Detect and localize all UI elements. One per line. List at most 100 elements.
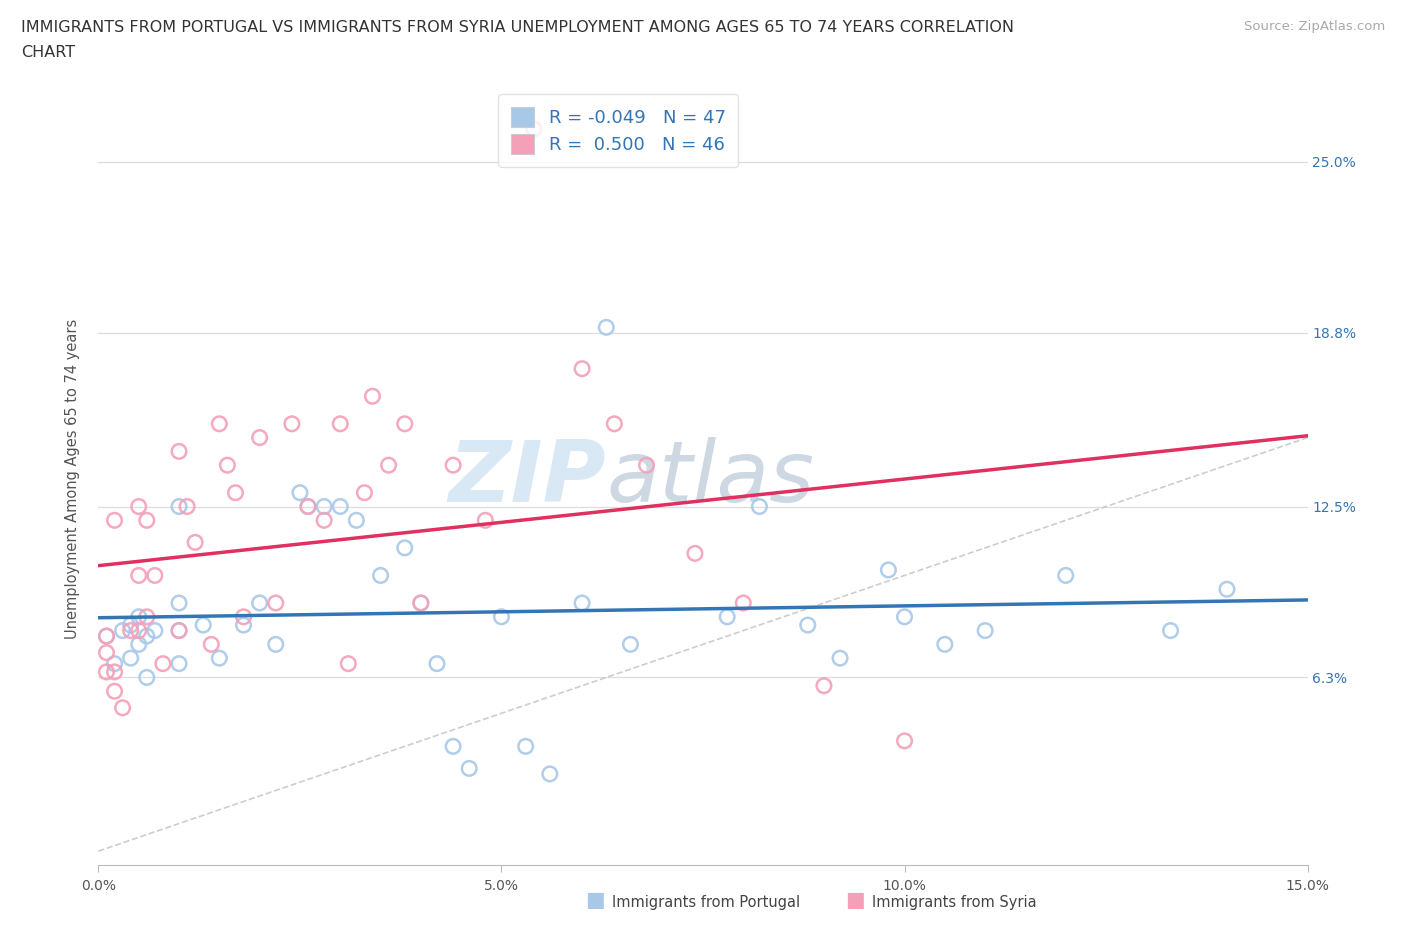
Point — [264, 637, 287, 652]
Point — [249, 431, 271, 445]
Point — [813, 678, 835, 693]
Point — [167, 595, 190, 610]
Point — [128, 637, 150, 652]
Point — [877, 563, 900, 578]
Point — [184, 535, 207, 550]
Point — [297, 499, 319, 514]
Point — [344, 512, 367, 527]
Point — [329, 417, 352, 432]
Point — [120, 618, 142, 632]
Point — [934, 637, 956, 652]
Point — [208, 417, 231, 432]
Point — [893, 734, 915, 749]
Point — [103, 512, 125, 527]
Point — [1216, 582, 1239, 597]
Point — [217, 458, 239, 472]
Point — [297, 499, 319, 514]
Point — [394, 417, 416, 432]
Point — [377, 458, 399, 472]
Point — [370, 568, 392, 583]
Point — [893, 609, 915, 624]
Point — [143, 623, 166, 638]
Point — [232, 618, 254, 632]
Point — [152, 657, 174, 671]
Point — [208, 651, 231, 666]
Point — [224, 485, 246, 500]
Point — [426, 657, 449, 671]
Point — [538, 766, 561, 781]
Y-axis label: Unemployment Among Ages 65 to 74 years: Unemployment Among Ages 65 to 74 years — [65, 319, 80, 639]
Point — [458, 761, 481, 776]
Point — [441, 739, 464, 754]
Point — [167, 623, 190, 638]
Point — [120, 623, 142, 638]
Point — [103, 657, 125, 671]
Point — [1160, 623, 1182, 638]
Point — [571, 595, 593, 610]
Point — [167, 444, 190, 458]
Point — [353, 485, 375, 500]
Text: ZIP: ZIP — [449, 437, 606, 521]
Point — [571, 361, 593, 376]
Point — [103, 684, 125, 698]
Text: Source: ZipAtlas.com: Source: ZipAtlas.com — [1244, 20, 1385, 33]
Text: Immigrants from Syria: Immigrants from Syria — [872, 895, 1036, 910]
Point — [143, 568, 166, 583]
Point — [361, 389, 384, 404]
Point — [96, 665, 118, 680]
Point — [135, 629, 157, 644]
Point — [683, 546, 706, 561]
Point — [474, 512, 496, 527]
Point — [523, 122, 546, 137]
Point — [716, 609, 738, 624]
Point — [797, 618, 820, 632]
Legend: R = -0.049   N = 47, R =  0.500   N = 46: R = -0.049 N = 47, R = 0.500 N = 46 — [498, 94, 738, 166]
Point — [111, 623, 134, 638]
Point — [96, 629, 118, 644]
Point — [491, 609, 513, 624]
Point — [1054, 568, 1077, 583]
Text: atlas: atlas — [606, 437, 814, 521]
Point — [135, 609, 157, 624]
Point — [314, 512, 336, 527]
Text: ■: ■ — [585, 889, 605, 910]
Point — [288, 485, 311, 500]
Point — [409, 595, 432, 610]
Point — [314, 499, 336, 514]
Point — [441, 458, 464, 472]
Text: Immigrants from Portugal: Immigrants from Portugal — [612, 895, 800, 910]
Point — [337, 657, 360, 671]
Point — [409, 595, 432, 610]
Point — [120, 651, 142, 666]
Text: ■: ■ — [845, 889, 865, 910]
Point — [193, 618, 215, 632]
Point — [128, 568, 150, 583]
Point — [128, 609, 150, 624]
Point — [733, 595, 755, 610]
Point — [603, 417, 626, 432]
Point — [128, 623, 150, 638]
Point — [135, 670, 157, 684]
Point — [103, 665, 125, 680]
Point — [619, 637, 641, 652]
Point — [176, 499, 198, 514]
Point — [264, 595, 287, 610]
Point — [96, 629, 118, 644]
Point — [200, 637, 222, 652]
Point — [232, 609, 254, 624]
Point — [748, 499, 770, 514]
Text: IMMIGRANTS FROM PORTUGAL VS IMMIGRANTS FROM SYRIA UNEMPLOYMENT AMONG AGES 65 TO : IMMIGRANTS FROM PORTUGAL VS IMMIGRANTS F… — [21, 20, 1014, 35]
Point — [111, 700, 134, 715]
Point — [394, 540, 416, 555]
Point — [167, 657, 190, 671]
Point — [595, 320, 617, 335]
Point — [515, 739, 537, 754]
Text: CHART: CHART — [21, 45, 75, 60]
Point — [828, 651, 851, 666]
Point — [128, 499, 150, 514]
Point — [167, 623, 190, 638]
Point — [329, 499, 352, 514]
Point — [281, 417, 304, 432]
Point — [167, 499, 190, 514]
Point — [974, 623, 997, 638]
